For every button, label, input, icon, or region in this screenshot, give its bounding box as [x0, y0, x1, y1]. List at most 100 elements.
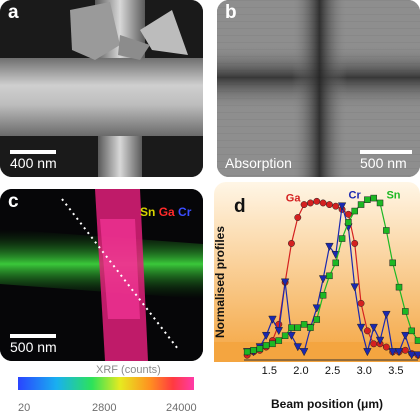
- legend-sn: Sn: [140, 205, 156, 219]
- scale-bar-b: [360, 150, 412, 154]
- data-point-sn: [370, 194, 377, 202]
- xrf-colorbar: [18, 377, 194, 390]
- data-point-cr: [369, 323, 378, 332]
- data-point-cr: [274, 327, 284, 336]
- data-point-ga: [401, 346, 409, 354]
- legend-cr: Cr: [178, 205, 192, 219]
- data-point-cr: [388, 348, 397, 357]
- data-point-sn: [281, 332, 289, 339]
- x-axis-label: Beam position (μm): [271, 397, 383, 411]
- data-point-sn: [326, 272, 333, 280]
- data-point-sn: [345, 219, 352, 226]
- data-point-sn: [288, 324, 295, 331]
- panel-letter-b: b: [225, 2, 237, 23]
- data-point-sn: [307, 324, 314, 331]
- legend-ga: Ga: [158, 205, 175, 219]
- data-point-cr: [337, 202, 347, 211]
- colorbar-title: XRF (counts): [96, 364, 161, 376]
- x-tick-labels: 1.5 2.0 2.5 3.0 3.5: [262, 365, 404, 377]
- data-point-sn: [294, 324, 302, 331]
- colorbar-tick-min: 20: [18, 402, 31, 414]
- panel-c-xrf-map: c Sn Ga Cr 500 nm: [0, 189, 203, 361]
- x-tick-label: 2.5: [325, 365, 340, 377]
- scale-bar-c: [10, 334, 56, 338]
- panel-a-sem-image: a 400 nm: [0, 0, 203, 177]
- data-point-sn: [364, 196, 371, 203]
- data-point-ga: [300, 201, 308, 209]
- data-point-ga: [351, 239, 359, 247]
- data-point-cr: [268, 315, 277, 324]
- data-point-cr: [356, 323, 366, 332]
- panel-letter-d: d: [234, 196, 246, 217]
- scale-label-b: 500 nm: [360, 155, 407, 171]
- colorbar-tick-mid: 2800: [92, 402, 117, 414]
- series-label-ga: Ga: [286, 193, 302, 205]
- element-legend: Sn Ga Cr: [140, 205, 191, 219]
- sem-micrograph: [0, 0, 203, 177]
- data-point-ga: [319, 199, 327, 207]
- data-point-sn: [376, 199, 384, 207]
- y-axis-label: Normalised profiles: [214, 226, 227, 338]
- x-tick-label: 3.0: [357, 365, 372, 377]
- data-point-sn: [256, 345, 264, 352]
- data-point-cr: [312, 304, 321, 313]
- chart-background: [214, 182, 420, 362]
- data-point-ga: [313, 197, 321, 205]
- absorption-label: Absorption: [225, 155, 292, 171]
- panel-letter-a: a: [8, 2, 19, 23]
- series-label-sn: Sn: [386, 189, 400, 201]
- data-point-ga: [382, 343, 390, 351]
- profile-line: [61, 198, 179, 350]
- scale-bar-a: [10, 150, 56, 154]
- profile-chart-svg: d Ga Cr Sn 1.5 2.0 2.5 3.0 3.5 Beam position (…: [214, 182, 420, 411]
- data-point-sn: [357, 201, 365, 208]
- data-point-sn: [395, 283, 403, 291]
- data-point-ga: [344, 210, 352, 218]
- data-point-sn: [351, 207, 358, 215]
- series-label-cr: Cr: [349, 189, 362, 201]
- data-point-cr: [350, 283, 359, 292]
- data-point-ga: [325, 201, 333, 209]
- series-line-cr: [247, 206, 418, 356]
- data-point-cr: [394, 348, 404, 357]
- data-point-cr: [287, 331, 296, 341]
- data-point-ga: [363, 327, 371, 335]
- data-point-cr: [375, 336, 385, 345]
- data-point-cr: [363, 348, 372, 357]
- data-point-ga: [357, 299, 365, 307]
- data-point-cr: [293, 343, 302, 352]
- data-point-sn: [269, 340, 276, 348]
- data-point-cr: [401, 331, 410, 341]
- data-point-sn: [332, 259, 339, 267]
- data-point-cr: [280, 278, 290, 287]
- data-point-cr: [325, 242, 334, 252]
- panel-b-absorption-map: b Absorption 500 nm: [217, 0, 420, 177]
- data-point-sn: [338, 235, 346, 242]
- data-point-sn: [243, 348, 251, 356]
- data-point-cr: [299, 348, 309, 357]
- scale-label-c: 500 nm: [10, 339, 57, 355]
- data-point-sn: [319, 291, 327, 299]
- data-point-cr: [318, 275, 328, 284]
- data-point-sn: [250, 347, 257, 354]
- data-point-ga: [288, 239, 295, 247]
- data-point-sn: [389, 259, 396, 267]
- data-point-sn: [408, 327, 415, 335]
- data-point-sn: [262, 342, 270, 349]
- scale-label-a: 400 nm: [10, 155, 57, 171]
- data-point-sn: [275, 337, 283, 344]
- data-point-ga: [306, 199, 314, 207]
- data-point-sn: [414, 337, 420, 344]
- data-point-ga: [370, 340, 378, 348]
- x-tick-label: 1.5: [262, 365, 277, 377]
- x-tick-label: 3.5: [388, 365, 403, 377]
- data-point-sn: [402, 308, 409, 315]
- colorbar-tick-max: 24000: [166, 402, 197, 414]
- data-point-ga: [332, 202, 340, 210]
- data-point-cr: [382, 310, 391, 320]
- absorption-image: [217, 0, 420, 177]
- data-point-sn: [313, 316, 321, 323]
- data-point-sn: [383, 227, 390, 234]
- xrf-composite-map: [0, 189, 203, 361]
- x-tick-label: 2.0: [293, 365, 308, 377]
